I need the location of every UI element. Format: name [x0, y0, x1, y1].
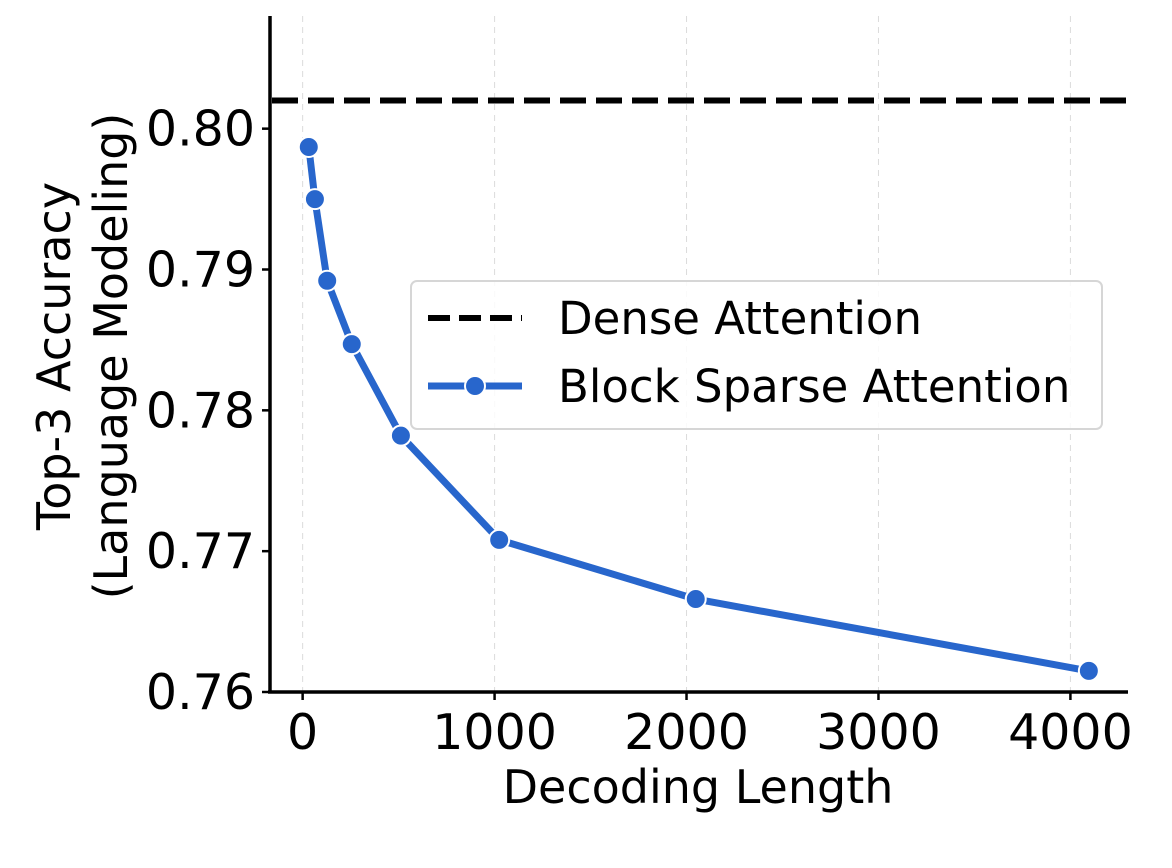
legend-box: [410, 280, 1103, 430]
block-sparse-point: [488, 528, 511, 551]
legend-dense-label: Dense Attention: [558, 292, 922, 345]
x-tick-label: 4000: [1008, 704, 1133, 761]
y-tick-label: 0.80: [146, 101, 255, 158]
block-sparse-point: [340, 333, 363, 356]
y-tick-label: 0.76: [146, 664, 255, 721]
block-sparse-point: [316, 269, 339, 292]
legend-sparse-label: Block Sparse Attention: [558, 360, 1070, 413]
block-sparse-point: [389, 424, 412, 447]
x-tick-label: 1000: [432, 704, 557, 761]
x-tick-label: 3000: [816, 704, 941, 761]
y-tick-label: 0.79: [146, 242, 255, 299]
plot-area: [272, 97, 1128, 682]
y-tick-label: 0.77: [146, 523, 255, 580]
legend-sparse-marker: [464, 375, 486, 397]
x-tick-label: 0: [287, 704, 318, 761]
x-axis-title: Decoding Length: [503, 760, 894, 814]
ticks: 0 1000 2000 3000 4000 0.76 0.77 0.78 0.79 0.80: [146, 101, 1133, 761]
block-sparse-point: [303, 188, 326, 211]
block-sparse-attention-line: [305, 143, 1093, 675]
block-sparse-point: [684, 588, 707, 611]
y-axis-title-line2: (Language Modeling): [84, 113, 138, 600]
y-axis-title-line1: Top-3 Accuracy: [27, 182, 81, 531]
grid: [302, 16, 1071, 692]
block-sparse-point: [297, 135, 320, 158]
legend: Dense Attention Block Sparse Attention: [410, 280, 1103, 430]
block-sparse-point: [1077, 659, 1100, 682]
x-tick-label: 2000: [624, 704, 749, 761]
y-tick-label: 0.78: [146, 382, 255, 439]
